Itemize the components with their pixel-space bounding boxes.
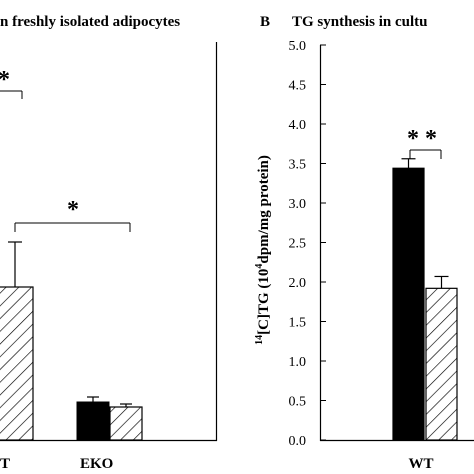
panel-a-cat-t: T	[0, 456, 10, 472]
panel-b-star-2: *	[425, 126, 437, 152]
panel-b: B TG synthesis in cultu 14[C]TG (104dpm/…	[254, 14, 474, 472]
y-tick-label-3: 1.5	[289, 316, 307, 331]
panel-a: n freshly isolated adipocytes * * T EKO	[0, 14, 218, 472]
panel-a-cat-eko: EKO	[80, 456, 113, 472]
y-tick-label-4: 2.0	[289, 276, 307, 291]
panel-a-bar-t-hatched	[0, 286, 34, 441]
panel-b-letter: B	[260, 14, 270, 30]
y-tick-label-5: 2.5	[289, 237, 307, 252]
panel-b-cat-wt: WT	[408, 456, 433, 472]
panel-b-star-1: *	[407, 126, 419, 152]
panel-b-bars	[392, 158, 458, 441]
y-tick-label-10: 5.0	[289, 39, 307, 54]
panel-a-star-2: *	[67, 197, 79, 223]
y-tick-label-9: 4.5	[289, 79, 307, 94]
panel-b-title: TG synthesis in cultu	[292, 14, 427, 30]
panel-b-ylabel-sup-1: 14	[254, 335, 265, 345]
bar-wt-solid	[392, 167, 425, 441]
panel-a-bar-eko-hatched	[109, 406, 143, 441]
y-tick-label-6: 3.0	[289, 197, 307, 212]
panel-b-y-axis-label: 14[C]TG (104dpm/mg protein)	[254, 155, 272, 345]
panel-a-bar-eko-solid	[76, 401, 110, 441]
panel-b-y-ticks: 0.0 0.5 1.0 1.5 2.0 2.5 3.0 3.5 4.0 4.5 5.0	[289, 39, 326, 449]
y-tick-label-1: 0.5	[289, 395, 307, 410]
bar-wt-hatched	[425, 287, 458, 441]
y-tick-label-2: 1.0	[289, 355, 307, 370]
panel-a-title: n freshly isolated adipocytes	[0, 14, 180, 30]
panel-b-ylabel-part-2: [C]TG (10	[256, 269, 272, 335]
y-tick-label-7: 3.5	[289, 158, 307, 173]
panel-b-ylabel-sup-2: 4	[254, 264, 265, 269]
panel-b-ylabel-part-4: dpm/mg protein)	[256, 155, 272, 263]
y-tick-label-8: 4.0	[289, 118, 307, 133]
panel-a-star-1: *	[0, 67, 10, 93]
y-tick-label-0: 0.0	[289, 434, 307, 449]
